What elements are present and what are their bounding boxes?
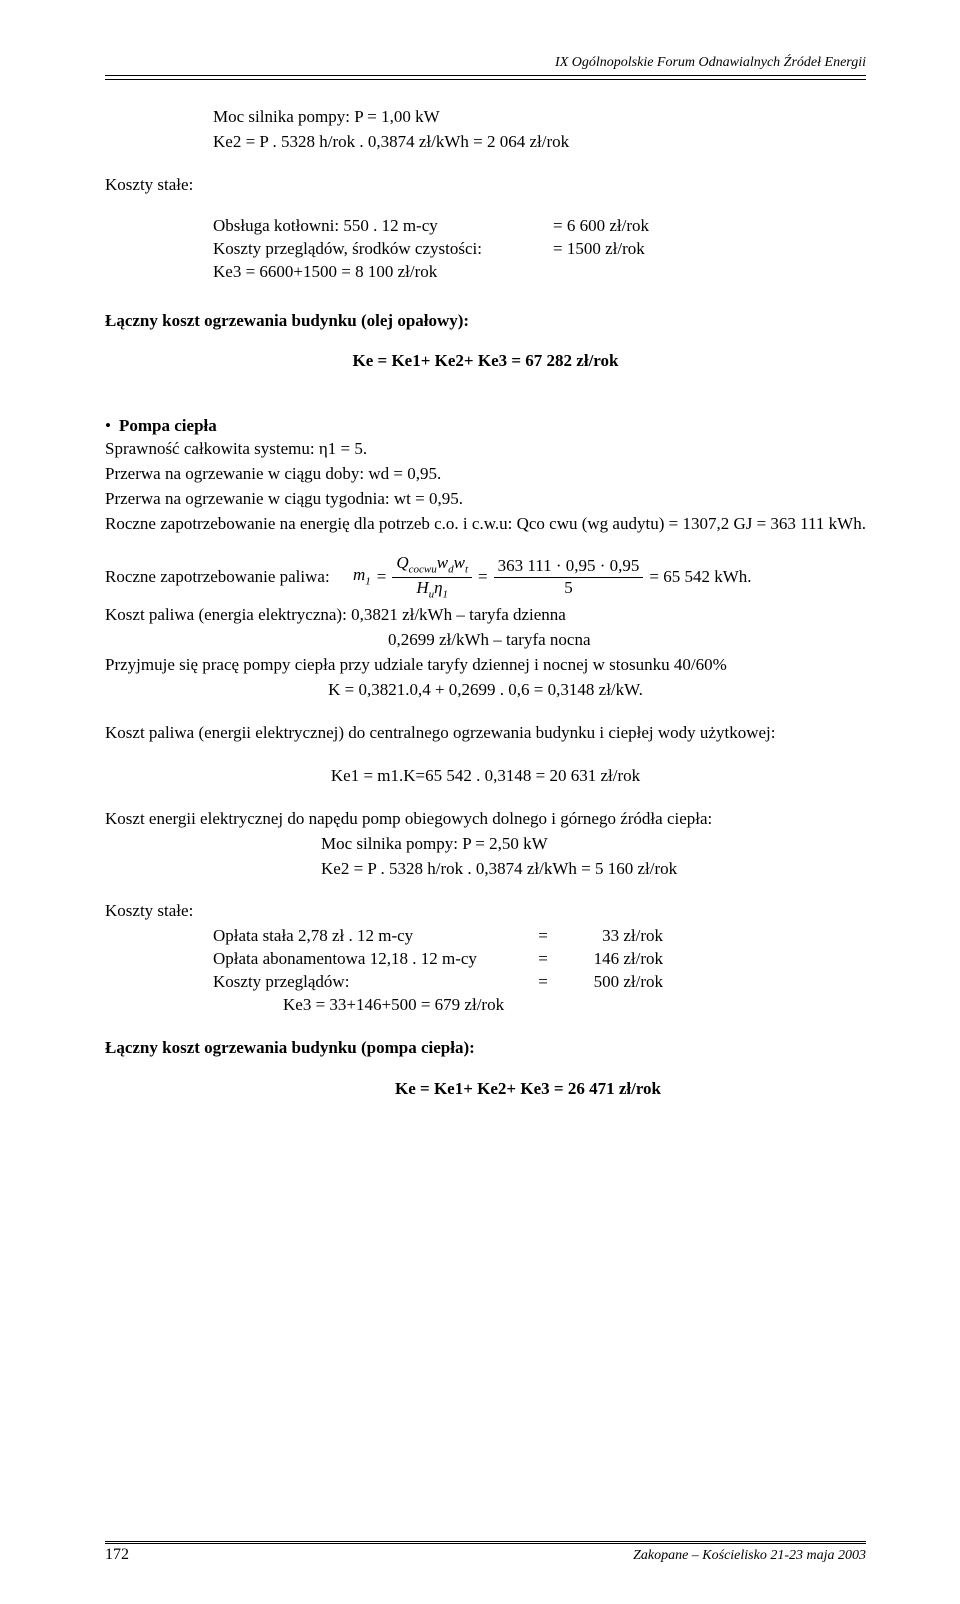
- var-m: m1: [353, 564, 371, 589]
- result: = 65 542 kWh.: [649, 566, 751, 589]
- line: K = 0,3821.0,4 + 0,2699 . 0,6 = 0,3148 z…: [105, 679, 866, 702]
- line: 0,2699 zł/kWh – taryfa nocna: [388, 629, 866, 652]
- paragraph: Koszt paliwa (energii elektrycznej) do c…: [105, 722, 866, 745]
- line: Roczne zapotrzebowanie na energię dla po…: [105, 513, 866, 536]
- equals: =: [377, 566, 387, 589]
- cell: =: [523, 925, 563, 948]
- pump-title: Pompa ciepła: [119, 415, 217, 438]
- total-oil-value: Ke = Ke1+ Ke2+ Ke3 = 67 282 zł/rok: [105, 350, 866, 373]
- equals: =: [478, 566, 488, 589]
- footer-conference: Zakopane – Kościelisko 21-23 maja 2003: [633, 1547, 866, 1566]
- page-number: 172: [105, 1544, 129, 1566]
- block-fixed-costs: Obsługa kotłowni: 550 . 12 m-cy = 6 600 …: [213, 215, 866, 284]
- fixed-costs-label: Koszty stałe:: [105, 174, 866, 197]
- line: Ke2 = P . 5328 h/rok . 0,3874 zł/kWh = 5…: [321, 858, 866, 881]
- formula-label: Roczne zapotrzebowanie paliwa:: [105, 566, 353, 589]
- line: Ke3 = 6600+1500 = 8 100 zł/rok: [213, 261, 866, 284]
- cell: = 1500 zł/rok: [553, 238, 645, 261]
- page-header: IX Ogólnopolskie Forum Odnawialnych Źród…: [105, 54, 866, 76]
- line: Przerwa na ogrzewanie w ciągu doby: wd =…: [105, 463, 866, 486]
- total-oil-label: Łączny koszt ogrzewania budynku (olej op…: [105, 310, 866, 333]
- line: Przerwa na ogrzewanie w ciągu tygodnia: …: [105, 488, 866, 511]
- cell: Koszty przeglądów:: [213, 971, 523, 994]
- page-footer: 172 Zakopane – Kościelisko 21-23 maja 20…: [105, 1541, 866, 1566]
- formula-row: Roczne zapotrzebowanie paliwa: m1 = Qcoc…: [105, 554, 866, 600]
- denominator: Huη1: [412, 578, 452, 600]
- header-rule: [105, 79, 866, 80]
- bullet-icon: •: [105, 415, 119, 438]
- block-fixed-costs-2: Opłata stała 2,78 zł . 12 m-cy = 33 zł/r…: [213, 925, 866, 1017]
- cell: = 6 600 zł/rok: [553, 215, 649, 238]
- line: Ke2 = P . 5328 h/rok . 0,3874 zł/kWh = 2…: [213, 131, 866, 154]
- cell: 33 zł/rok: [563, 925, 663, 948]
- header-title: IX Ogólnopolskie Forum Odnawialnych Źród…: [555, 55, 866, 70]
- cell: =: [523, 971, 563, 994]
- ke1-value: Ke1 = m1.K=65 542 . 0,3148 = 20 631 zł/r…: [105, 765, 866, 788]
- row: Obsługa kotłowni: 550 . 12 m-cy = 6 600 …: [213, 215, 866, 238]
- cell: Opłata stała 2,78 zł . 12 m-cy: [213, 925, 523, 948]
- row: Koszty przeglądów: = 500 zł/rok: [213, 971, 866, 994]
- cell: Koszty przeglądów, środków czystości:: [213, 238, 553, 261]
- block-pump-power: Moc silnika pompy: P = 1,00 kW Ke2 = P .…: [213, 106, 866, 154]
- fraction-1: Qcocwuwdwt Huη1: [392, 554, 472, 600]
- cell: 146 zł/rok: [563, 948, 663, 971]
- line: Ke3 = 33+146+500 = 679 zł/rok: [283, 994, 866, 1017]
- row: Opłata stała 2,78 zł . 12 m-cy = 33 zł/r…: [213, 925, 866, 948]
- bullet-row: • Pompa ciepła: [105, 415, 866, 438]
- line: Moc silnika pompy: P = 1,00 kW: [213, 106, 866, 129]
- fixed-costs-label-2: Koszty stałe:: [105, 900, 866, 923]
- row: Koszty przeglądów, środków czystości: = …: [213, 238, 866, 261]
- numerator: Qcocwuwdwt: [392, 554, 472, 577]
- formula-body: m1 = Qcocwuwdwt Huη1 = 363 111 · 0,95 · …: [353, 554, 752, 600]
- line: Moc silnika pompy: P = 2,50 kW: [321, 833, 866, 856]
- line: Koszt energii elektrycznej do napędu pom…: [105, 808, 866, 831]
- numerator: 363 111 · 0,95 · 0,95: [494, 557, 644, 578]
- fraction-2: 363 111 · 0,95 · 0,95 5: [494, 557, 644, 597]
- cell: 500 zł/rok: [563, 971, 663, 994]
- total-pump-value: Ke = Ke1+ Ke2+ Ke3 = 26 471 zł/rok: [395, 1078, 866, 1101]
- row: Opłata abonamentowa 12,18 . 12 m-cy = 14…: [213, 948, 866, 971]
- total-pump-label: Łączny koszt ogrzewania budynku (pompa c…: [105, 1037, 866, 1060]
- cell: Obsługa kotłowni: 550 . 12 m-cy: [213, 215, 553, 238]
- pump-section: • Pompa ciepła Sprawność całkowita syste…: [105, 415, 866, 536]
- line: Sprawność całkowita systemu: η1 = 5.: [105, 438, 866, 461]
- line: Przyjmuje się pracę pompy ciepła przy ud…: [105, 654, 866, 677]
- cell: =: [523, 948, 563, 971]
- denominator: 5: [560, 578, 577, 598]
- cell: Opłata abonamentowa 12,18 . 12 m-cy: [213, 948, 523, 971]
- line: Koszt paliwa (energia elektryczna): 0,38…: [105, 604, 866, 627]
